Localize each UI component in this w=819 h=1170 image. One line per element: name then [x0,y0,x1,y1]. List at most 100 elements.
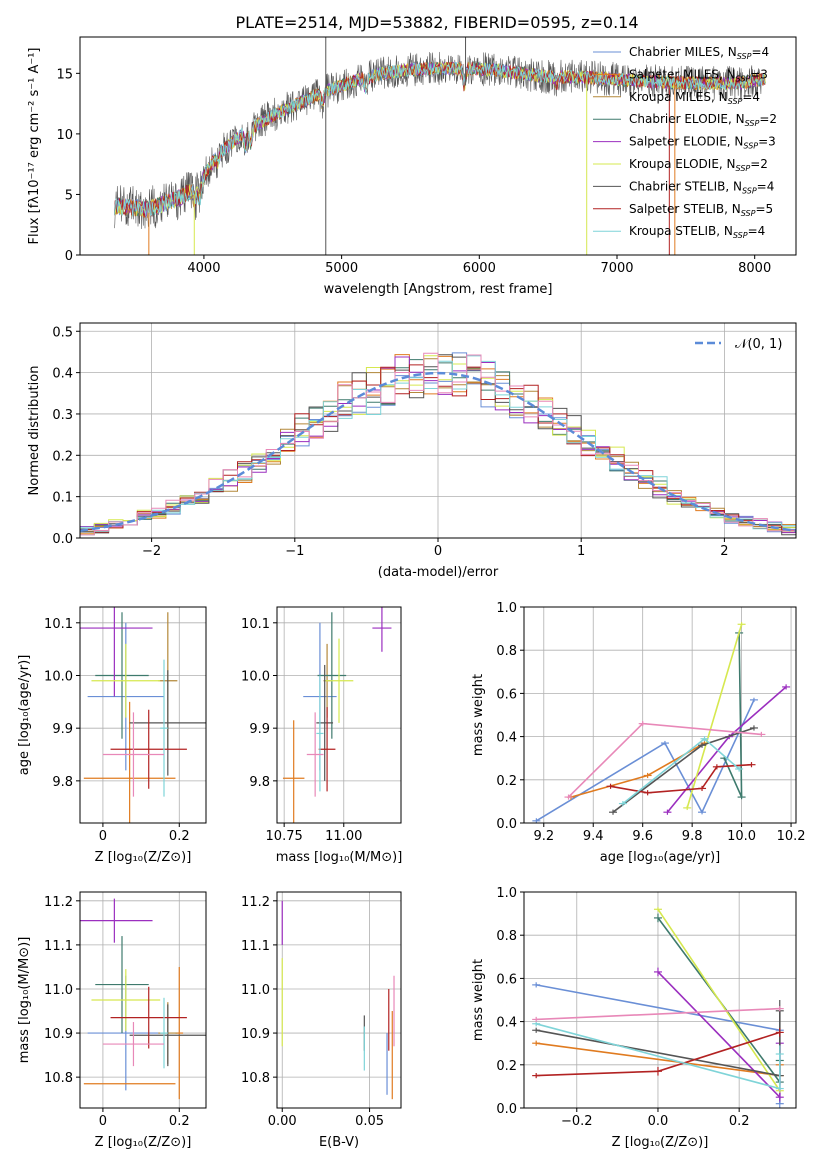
x-tick-label: 11.00 [325,829,362,844]
x-tick-label: 9.6 [632,829,653,844]
plot-area [80,323,796,538]
y-axis-label: Flux [fλ10⁻¹⁷ erg cm⁻² s⁻¹ A⁻¹] [27,48,42,245]
x-tick-label: 10.75 [266,829,303,844]
x-tick-label: 5000 [325,261,358,276]
weight-line [657,908,781,1092]
legend-entry: Salpeter STELIB, NSSP=5 [629,202,773,218]
y-tick-label: 0.4 [496,731,517,746]
legend-entry: Salpeter ELODIE, NSSP=3 [629,135,776,151]
x-tick-label: 0 [434,544,442,559]
y-tick-label: 0.4 [52,367,73,382]
y-tick-label: 9.8 [249,775,270,790]
x-axis-label: E(B-V) [319,1135,359,1150]
x-tick-label: 1 [577,544,585,559]
y-tick-label: 0.8 [496,929,517,944]
weight-line [657,971,781,1100]
y-tick-label: 0.3 [52,408,73,423]
y-tick-label: 10.1 [241,617,270,632]
spectrum-line-kroupa-stelib [114,61,766,218]
x-tick-label: 9.2 [533,829,554,844]
y-axis-label: mass weight [471,959,486,1041]
weight-line [666,686,787,813]
panel-mass_vs_EBV: 0.00 0.05 10.8 10.9 11.0 11.1 11.2 E(B-V) [241,891,402,1150]
x-axis-label: Z [log₁₀(Z/Z⊙)] [95,1135,192,1150]
panel-mass_vs_Z: 0 0.2 10.8 10.9 11.0 11.1 11.2 Z [log₁₀(Z/Z⊙)] m… [17,891,207,1150]
y-tick-label: 11.1 [44,939,73,954]
axes-frame [79,891,207,1109]
x-tick-label: −0.2 [561,1114,593,1129]
weight-line [610,763,752,794]
x-tick-label: 7000 [600,261,633,276]
panel-age_vs_Z: 0 0.2 9.8 9.9 10.0 10.1 Z [log₁₀(Z/Z⊙)] age [lo… [17,606,207,865]
plot-area [277,607,401,823]
y-tick-label: 10.8 [241,1071,270,1086]
y-tick-label: 10.1 [44,617,73,632]
y-tick-label: 11.2 [241,895,270,910]
y-tick-label: 0.4 [496,1016,517,1031]
plot-area [114,37,766,255]
axes-frame [276,606,402,824]
plot-area [524,892,796,1108]
y-tick-label: 9.9 [249,722,270,737]
x-tick-label: 9.4 [583,829,604,844]
gaussian-reference-curve [80,371,796,533]
x-axis-label: Z [log₁₀(Z/Z⊙)] [612,1135,709,1150]
x-axis-label: (data-model)/error [378,565,499,580]
axes-frame [523,606,797,824]
y-tick-label: 11.0 [44,983,73,998]
x-tick-label: 2 [720,544,728,559]
y-tick-label: 0.1 [52,491,73,506]
x-tick-label: −2 [142,544,161,559]
y-tick-label: 5 [65,188,73,203]
y-tick-label: 0.2 [52,449,73,464]
legend-entry: Kroupa ELODIE, NSSP=2 [629,157,768,173]
x-tick-label: 6000 [463,261,496,276]
x-tick-label: 0 [99,829,107,844]
y-tick-label: 0.6 [496,687,517,702]
x-tick-label: 8000 [738,261,771,276]
legend-entry: Chabrier MILES, NSSP=4 [629,45,769,61]
spectrum-line-chabrier-stelib [114,51,762,229]
y-tick-label: 0.2 [496,774,517,789]
plot-area [277,892,401,1108]
y-tick-label: 1.0 [496,886,517,901]
panel-age_vs_mass: 10.75 11.00 9.8 9.9 10.0 10.1 mass [log₁₀(M/M⊙… [241,606,402,865]
y-tick-label: 10.9 [241,1027,270,1042]
x-tick-label: 4000 [187,261,220,276]
weight-line [723,632,743,798]
y-axis-label: mass [log₁₀(M/M⊙)] [17,937,32,1064]
weight-line [612,727,755,813]
x-axis-label: wavelength [Angstrom, rest frame] [324,282,553,297]
panel-spectrum: 4000 5000 6000 7000 8000 0 5 10 15 wavelength [An… [27,36,797,297]
weight-line [535,699,755,822]
y-tick-label: 10.0 [44,669,73,684]
x-tick-label: 0.00 [268,1114,297,1129]
axes-frame [523,891,797,1109]
plot-area [80,607,206,823]
spectrum-legend: Chabrier MILES, NSSP=4 Salpeter MILES, NS… [593,45,777,240]
panel-weight_vs_Z: −0.2 0.0 0.2 0.0 0.2 0.4 0.6 0.8 1.0 Z [log₁₀(Z/Z… [471,886,797,1150]
y-tick-label: 10.8 [44,1071,73,1086]
x-tick-label: 0 [99,1114,107,1129]
y-tick-label: 11.0 [241,983,270,998]
y-tick-label: 0.0 [52,532,73,547]
y-axis-label: age [log₁₀(age/yr)] [17,655,32,776]
y-tick-label: 0.5 [52,325,73,340]
x-tick-label: 0.2 [729,1114,750,1129]
y-tick-label: 15 [56,67,73,82]
x-axis-label: Z [log₁₀(Z/Z⊙)] [95,850,192,865]
x-tick-label: −1 [285,544,304,559]
y-tick-label: 0.0 [496,1102,517,1117]
x-tick-label: 10.2 [777,829,806,844]
legend-entry: Kroupa STELIB, NSSP=4 [629,224,765,240]
axes-frame [79,606,207,824]
plot-area [524,607,796,823]
y-tick-label: 11.1 [241,939,270,954]
y-tick-label: 10.9 [44,1027,73,1042]
legend-entry: Kroupa MILES, NSSP=4 [629,90,760,106]
y-tick-label: 9.9 [52,722,73,737]
legend-entry-gaussian: 𝒩(0, 1) [735,337,782,352]
y-tick-label: 10 [56,128,73,143]
y-tick-label: 1.0 [496,601,517,616]
